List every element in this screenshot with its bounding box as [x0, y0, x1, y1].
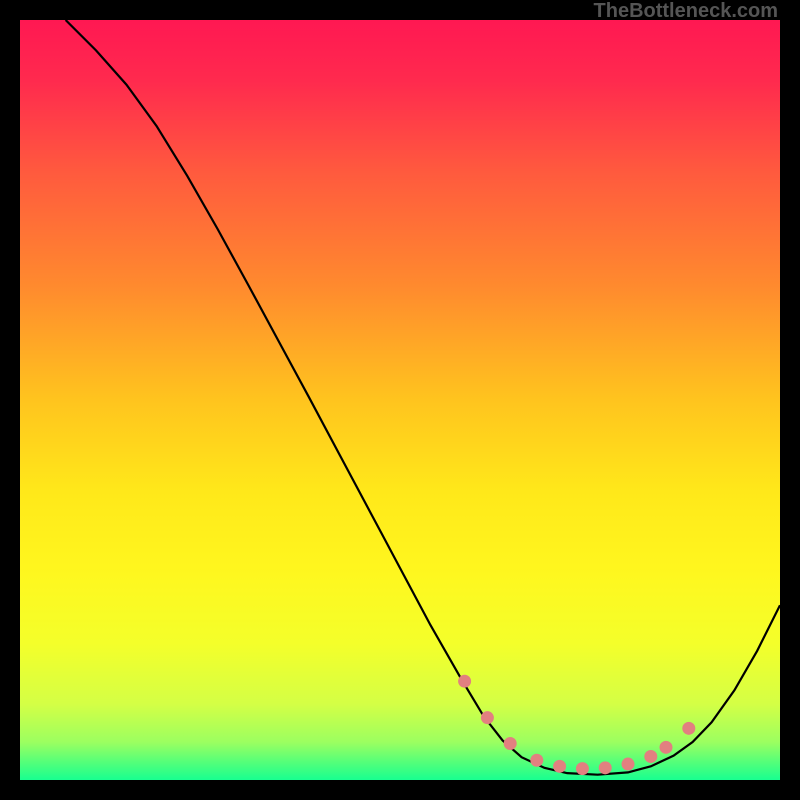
curve-markers	[458, 675, 695, 775]
watermark-text: TheBottleneck.com	[594, 0, 778, 23]
chart-frame: TheBottleneck.com	[0, 0, 800, 800]
curve-marker	[553, 760, 566, 773]
plot-area	[20, 20, 780, 780]
curve-marker	[458, 675, 471, 688]
curve-marker	[576, 762, 589, 775]
curve-marker	[599, 761, 612, 774]
curve-layer	[20, 20, 780, 780]
curve-marker	[660, 741, 673, 754]
curve-marker	[682, 722, 695, 735]
bottleneck-curve	[66, 20, 780, 775]
curve-marker	[530, 754, 543, 767]
curve-marker	[644, 750, 657, 763]
curve-marker	[504, 737, 517, 750]
curve-marker	[622, 758, 635, 771]
curve-marker	[481, 711, 494, 724]
